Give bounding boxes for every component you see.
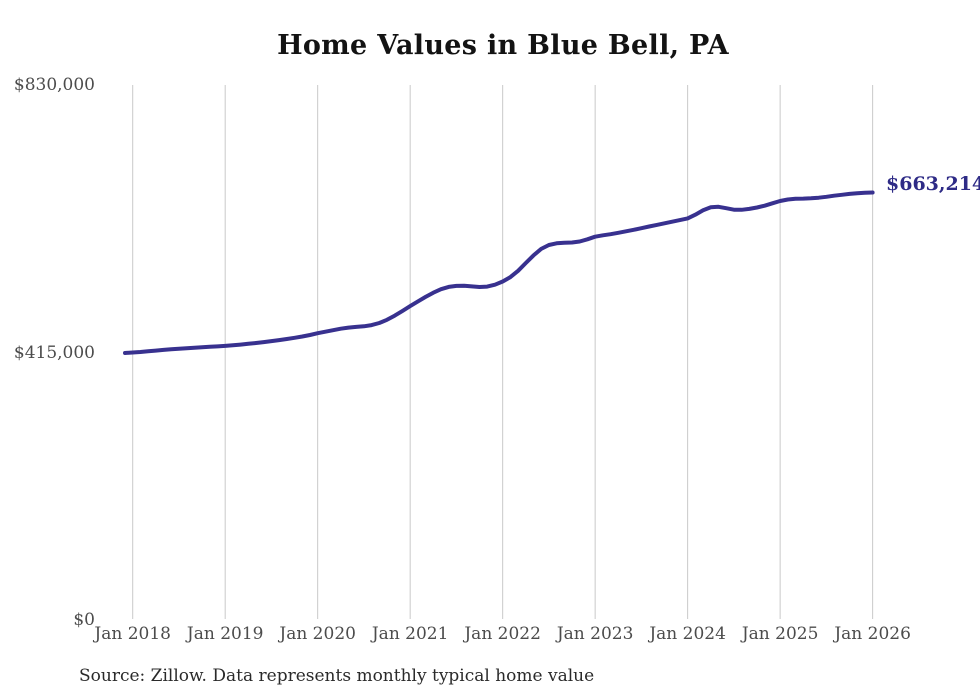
x-tick-label: Jan 2022 <box>464 624 541 644</box>
y-tick-label: $415,000 <box>13 342 95 363</box>
home-value-line <box>123 190 875 355</box>
x-tick-label: Jan 2024 <box>649 624 726 644</box>
x-tick-label: Jan 2020 <box>279 624 356 644</box>
x-tick-label: Jan 2018 <box>94 624 171 644</box>
chart-title: Home Values in Blue Bell, PA <box>277 30 729 61</box>
vertical-gridlines <box>132 85 874 619</box>
x-tick-label: Jan 2021 <box>371 624 449 644</box>
source-note: Source: Zillow. Data represents monthly … <box>79 666 595 686</box>
x-tick-label: Jan 2026 <box>834 624 911 644</box>
x-tick-label: Jan 2019 <box>186 624 264 644</box>
x-tick-label: Jan 2023 <box>556 624 634 644</box>
y-tick-label: $830,000 <box>13 75 95 95</box>
end-value-label: $663,214 <box>886 173 980 195</box>
y-tick-label: $0 <box>73 610 95 630</box>
x-tick-label: Jan 2025 <box>741 624 819 644</box>
